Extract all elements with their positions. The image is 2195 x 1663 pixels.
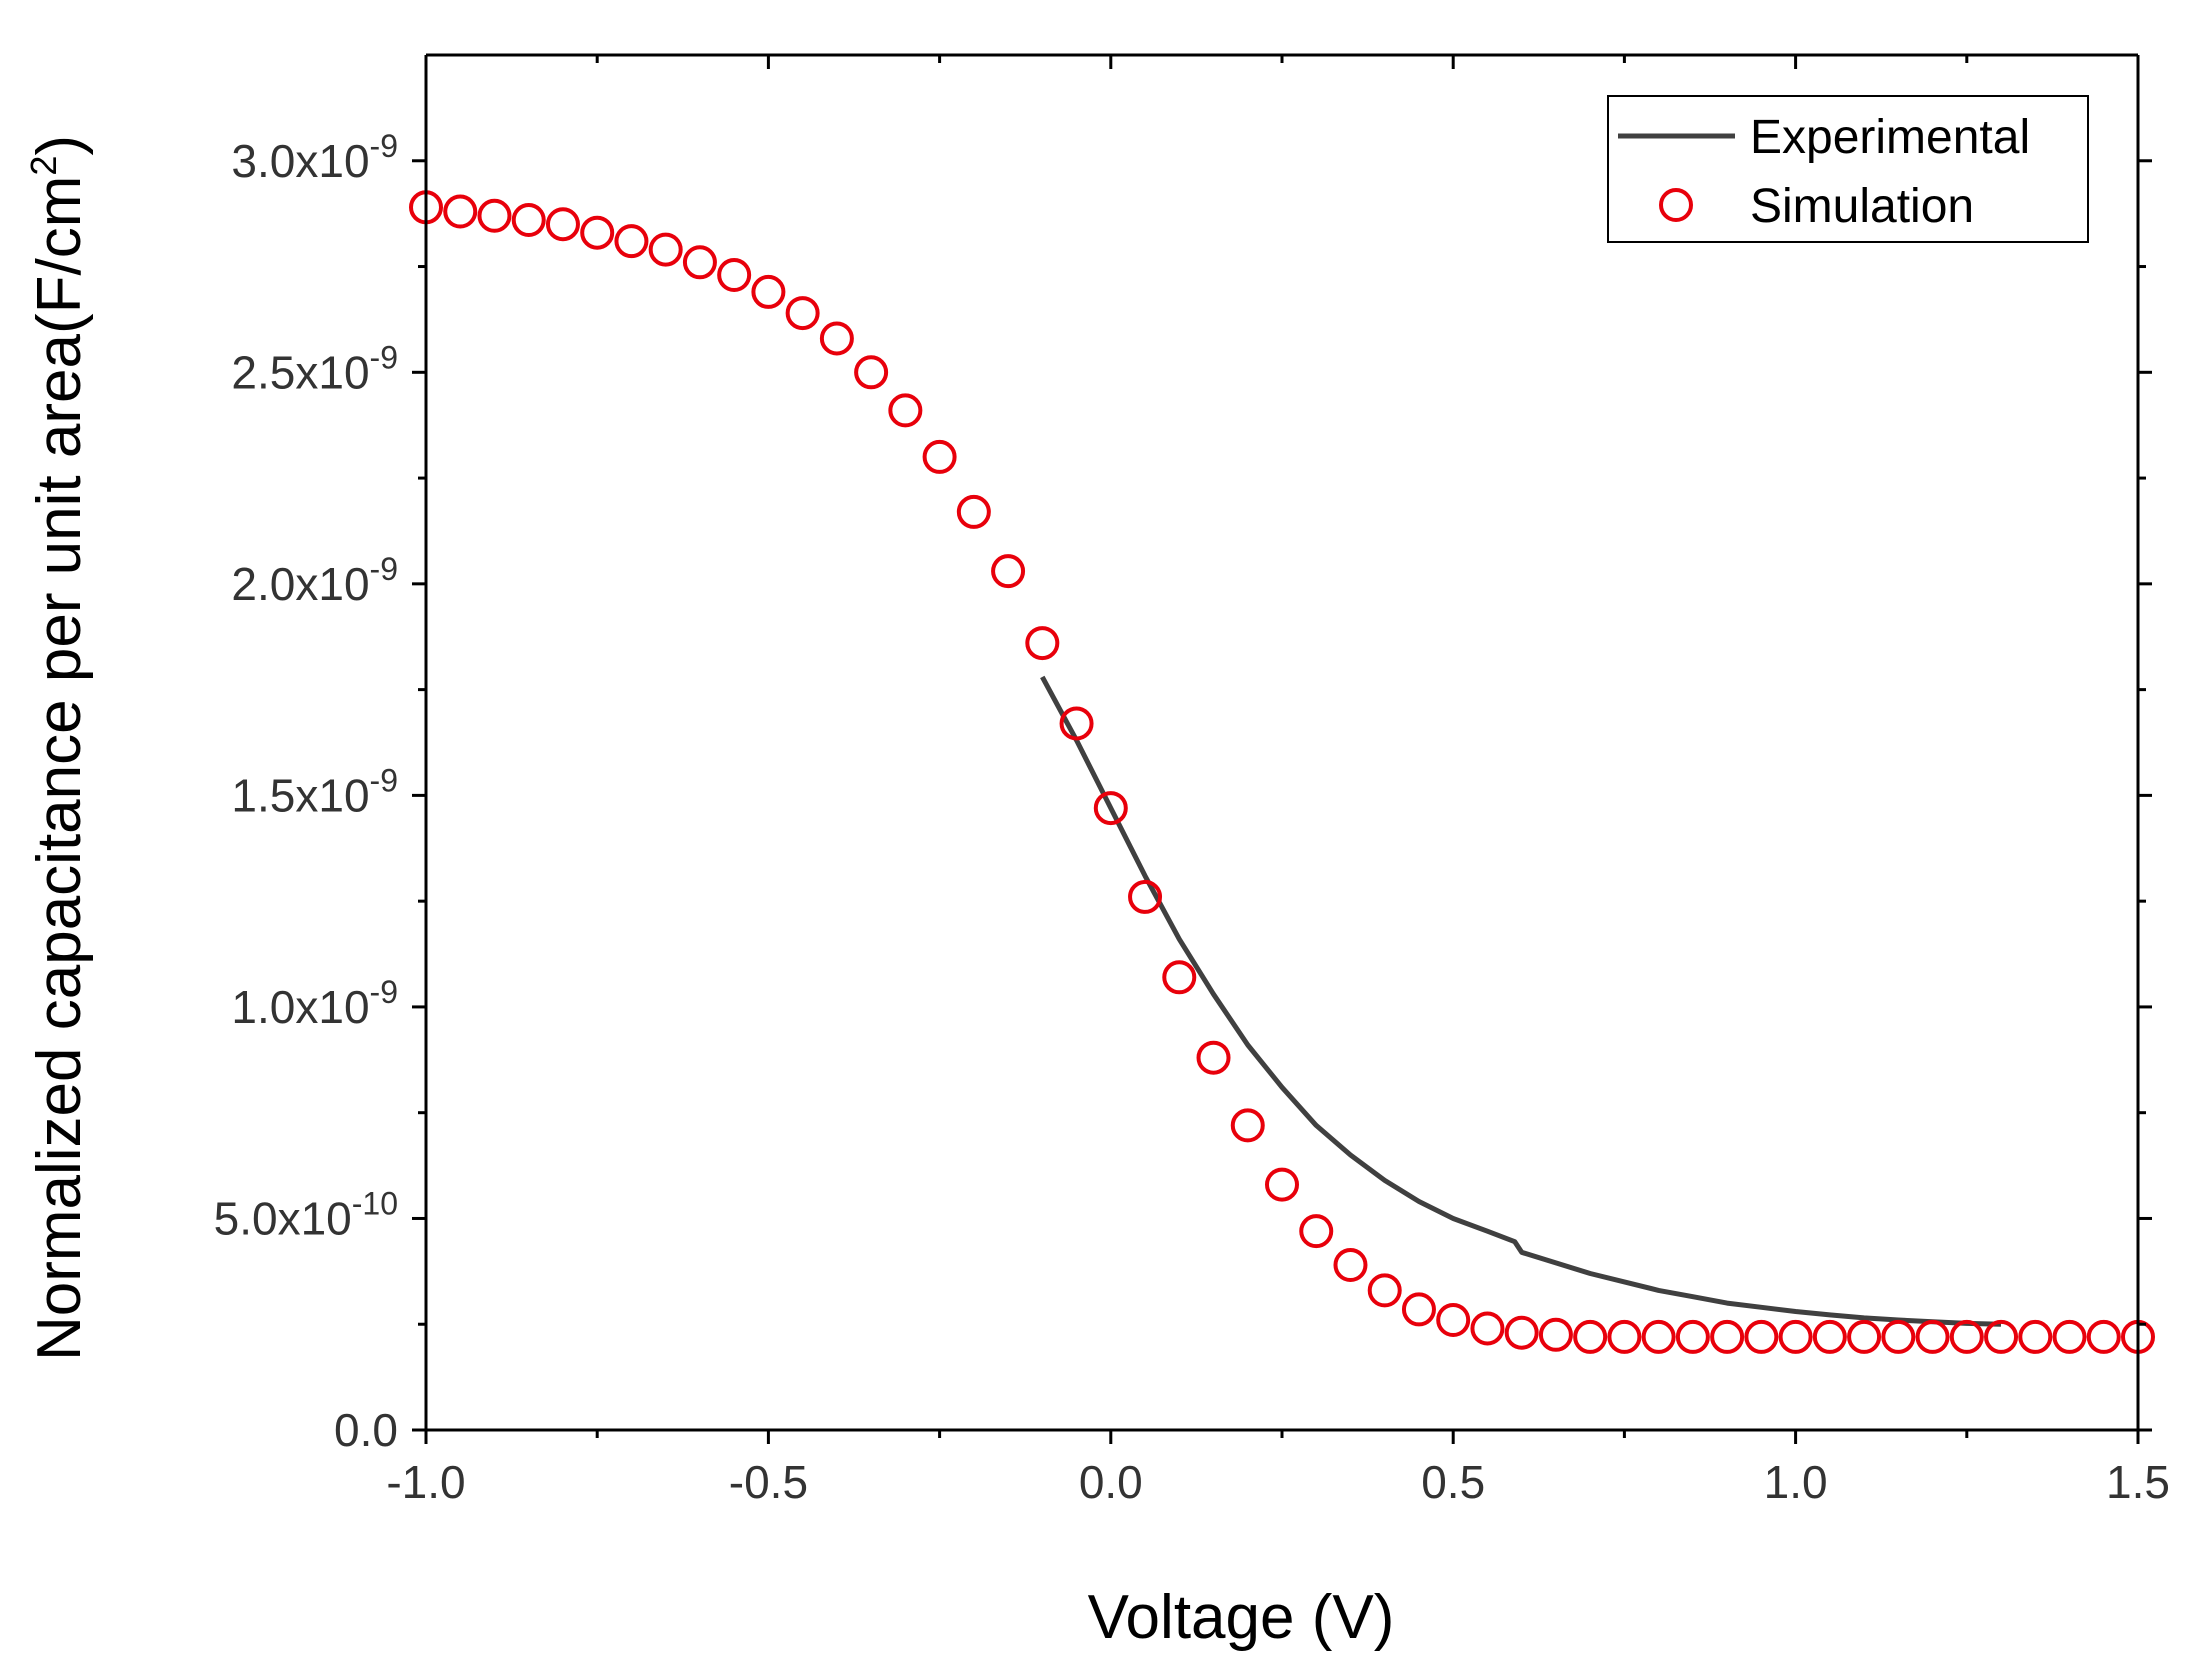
simulation-point — [2052, 1319, 2087, 1354]
simulation-point — [477, 198, 512, 233]
simulation-point — [1949, 1319, 1984, 1354]
simulation-point — [1196, 1040, 1231, 1075]
y-axis-title-main: Normalized capacitance per unit area(F/c… — [25, 176, 94, 1361]
simulation-point — [1641, 1319, 1676, 1354]
x-tick-label: -1.0 — [386, 1456, 465, 1508]
simulation-point — [545, 207, 580, 242]
simulation-point — [785, 296, 820, 331]
simulation-point — [1710, 1319, 1745, 1354]
simulation-point — [1162, 960, 1197, 995]
simulation-point — [1607, 1319, 1642, 1354]
y-axis-title-suffix: ) — [25, 135, 94, 156]
simulation-point — [511, 203, 546, 237]
simulation-point — [1230, 1108, 1265, 1143]
simulation-point — [1401, 1292, 1436, 1327]
y-axis-ticks: 0.05.0x10-101.0x10-91.5x10-92.0x10-92.5x… — [214, 128, 2152, 1456]
y-tick-exponent: -9 — [370, 551, 398, 587]
legend-simulation-marker — [1659, 188, 1693, 222]
simulation-point — [1128, 879, 1163, 914]
simulation-point — [1059, 706, 1094, 741]
y-tick-label: 2.5x10-9 — [231, 339, 398, 398]
legend: Experimental Simulation — [1607, 95, 2089, 243]
x-tick-label: -0.5 — [729, 1456, 808, 1508]
y-tick-label: 0.0 — [334, 1404, 398, 1456]
y-tick-label: 3.0x10-9 — [231, 128, 398, 187]
y-tick-label: 1.0x10-9 — [231, 974, 398, 1033]
simulation-point — [888, 393, 923, 428]
simulation-point — [1915, 1319, 1950, 1354]
simulation-point — [648, 232, 683, 267]
simulation-point — [1299, 1214, 1334, 1249]
y-tick-mantissa: 2.5x10 — [231, 346, 369, 398]
simulation-point — [682, 245, 717, 280]
simulation-point — [751, 274, 786, 309]
x-tick-label: 1.0 — [1764, 1456, 1828, 1508]
y-tick-mantissa: 1.5x10 — [231, 769, 369, 821]
x-tick-label: 0.5 — [1421, 1456, 1485, 1508]
y-tick-mantissa: 2.0x10 — [231, 558, 369, 610]
simulation-point — [614, 224, 649, 259]
simulation-point — [991, 554, 1026, 589]
simulation-point — [1093, 791, 1128, 826]
x-tick-label: 1.5 — [2106, 1456, 2170, 1508]
y-tick-label: 1.5x10-9 — [231, 762, 398, 821]
simulation-point — [1675, 1319, 1710, 1354]
simulation-point — [1573, 1319, 1608, 1354]
simulation-point — [1504, 1315, 1539, 1350]
simulation-point — [1778, 1319, 1813, 1354]
axes-frame — [424, 53, 2140, 1432]
y-tick-mantissa: 0.0 — [334, 1404, 398, 1456]
x-tick-label: 0.0 — [1079, 1456, 1143, 1508]
simulation-point — [1847, 1319, 1882, 1354]
y-tick-mantissa: 1.0x10 — [231, 981, 369, 1033]
simulation-point — [922, 439, 957, 474]
x-axis-title: Voltage (V) — [1088, 1583, 1395, 1652]
simulation-point — [1025, 626, 1060, 661]
simulation-point — [819, 321, 854, 356]
y-tick-exponent: -10 — [352, 1185, 398, 1221]
y-tick-exponent: -9 — [370, 339, 398, 375]
simulation-point — [956, 494, 991, 529]
legend-box — [1607, 95, 2089, 243]
legend-simulation-label: Simulation — [1750, 180, 1974, 233]
svg-text:Normalized capacitance per uni: Normalized capacitance per unit area(F/c… — [23, 135, 94, 1361]
simulation-point — [1470, 1311, 1505, 1346]
y-tick-mantissa: 3.0x10 — [231, 135, 369, 187]
simulation-point — [580, 215, 615, 250]
y-tick-label: 5.0x10-10 — [214, 1185, 398, 1244]
simulation-point — [1265, 1167, 1299, 1202]
simulation-point — [1333, 1248, 1368, 1282]
experimental-series-line — [1040, 675, 2002, 1327]
plot-marks — [409, 190, 2155, 1354]
simulation-point — [717, 258, 752, 292]
y-tick-exponent: -9 — [370, 974, 398, 1010]
simulation-point — [1881, 1319, 1916, 1354]
simulation-point — [1744, 1319, 1779, 1354]
y-tick-exponent: -9 — [370, 762, 398, 798]
simulation-point — [2018, 1319, 2053, 1354]
y-tick-label: 2.0x10-9 — [231, 551, 398, 610]
simulation-point — [1436, 1303, 1471, 1337]
simulation-point — [1984, 1319, 2019, 1354]
y-axis-title: Normalized capacitance per unit area(F/c… — [23, 135, 94, 1361]
legend-experimental-label: Experimental — [1750, 111, 2030, 164]
y-tick-exponent: -9 — [370, 128, 398, 164]
simulation-point — [443, 194, 478, 229]
x-axis-ticks: -1.0 -0.5 0.0 0.5 1.0 1.5 — [386, 55, 2170, 1508]
y-tick-mantissa: 5.0x10 — [214, 1192, 352, 1244]
y-axis-title-superscript: 2 — [23, 156, 64, 176]
simulation-point — [854, 355, 889, 390]
simulation-point — [1538, 1317, 1573, 1352]
simulation-point — [1812, 1319, 1847, 1354]
simulation-point — [1367, 1273, 1402, 1308]
simulation-point — [2086, 1319, 2121, 1354]
